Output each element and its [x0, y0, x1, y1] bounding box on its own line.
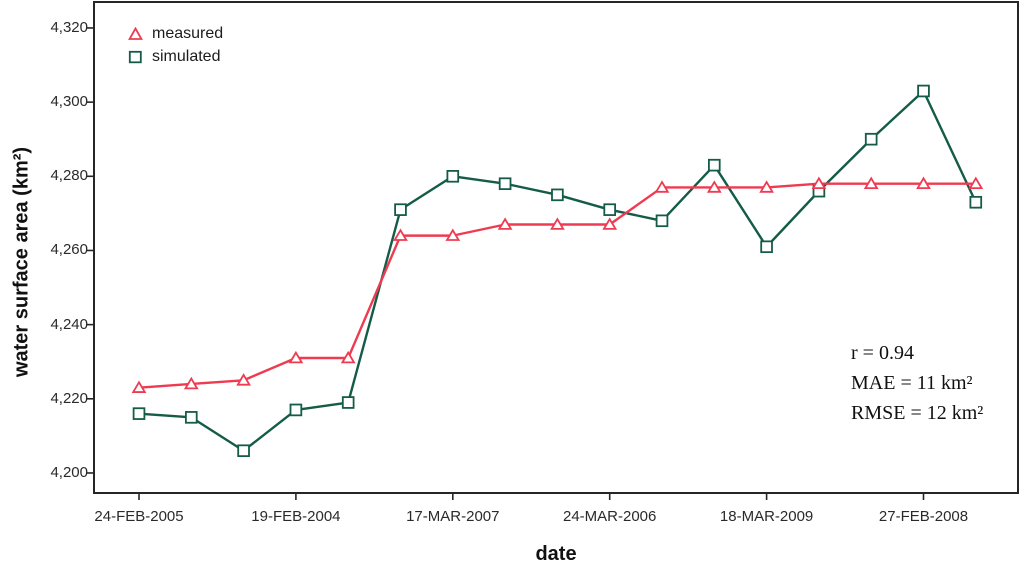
legend-label-simulated: simulated: [152, 47, 221, 65]
y-tick-label: 4,280: [50, 167, 88, 185]
simulated-point: [289, 403, 303, 417]
x-tick-label: 19-FEB-2004: [251, 508, 341, 525]
measured-point: [654, 180, 670, 193]
measured-point: [550, 217, 565, 230]
y-tick-label: 4,200: [50, 463, 88, 481]
simulated-point: [498, 177, 512, 191]
plot-frame: [93, 1, 1019, 494]
measured-point: [706, 180, 722, 193]
legend: measured simulated: [128, 22, 223, 68]
y-axis-title: water surface area (km²): [10, 146, 33, 378]
triangle-marker-icon: [128, 26, 143, 40]
measured-point: [916, 176, 931, 190]
measured-point: [759, 180, 774, 193]
measured-point: [340, 350, 356, 364]
y-tick-label: 4,220: [50, 389, 88, 407]
measured-point: [393, 228, 408, 241]
measured-point: [183, 376, 199, 390]
simulated-point: [760, 240, 773, 254]
y-tick-label: 4,320: [50, 18, 88, 36]
measured-point: [288, 350, 304, 364]
legend-label-measured: measured: [152, 24, 224, 42]
x-tick-label: 17-MAR-2007: [406, 508, 500, 525]
measured-point: [863, 176, 879, 190]
measured-point: [602, 217, 618, 230]
legend-item-simulated: simulated: [128, 45, 223, 68]
simulated-point: [341, 396, 355, 409]
measured-point: [968, 176, 984, 190]
legend-item-measured: measured: [128, 22, 223, 45]
y-tick-label: 4,240: [50, 315, 88, 333]
stat-line-rmse: RMSE = 12 km²: [851, 402, 984, 424]
stats-annotation: r = 0.94 MAE = 11 km² RMSE = 12 km²: [851, 338, 983, 428]
simulated-point: [969, 195, 983, 209]
x-tick-label: 24-FEB-2005: [94, 508, 184, 525]
stat-line-mae: MAE = 11 km²: [851, 372, 973, 394]
measured-point: [811, 176, 827, 190]
simulated-point: [132, 407, 146, 420]
simulated-point: [603, 203, 616, 216]
y-tick-label: 4,300: [50, 93, 88, 111]
x-axis-title: date: [535, 543, 577, 565]
x-tick-label: 18-MAR-2009: [719, 508, 814, 525]
simulated-point: [237, 444, 250, 458]
simulated-point: [394, 203, 407, 216]
x-tick-label: 24-MAR-2006: [562, 508, 657, 525]
simulated-point: [184, 411, 198, 424]
simulated-point: [864, 132, 878, 146]
x-tick-label: 27-FEB-2008: [878, 508, 969, 525]
measured-point: [497, 217, 513, 230]
measured-point: [445, 228, 461, 241]
simulated-point: [446, 169, 460, 183]
measured-point: [131, 380, 147, 393]
simulated-point: [917, 84, 930, 98]
simulated-point: [708, 158, 721, 172]
stat-line-r: r = 0.94: [851, 342, 914, 364]
measured-point: [236, 373, 251, 386]
simulated-point: [655, 214, 669, 228]
square-marker-icon: [128, 50, 142, 63]
y-tick-label: 4,260: [50, 241, 88, 259]
simulated-point: [551, 188, 564, 202]
